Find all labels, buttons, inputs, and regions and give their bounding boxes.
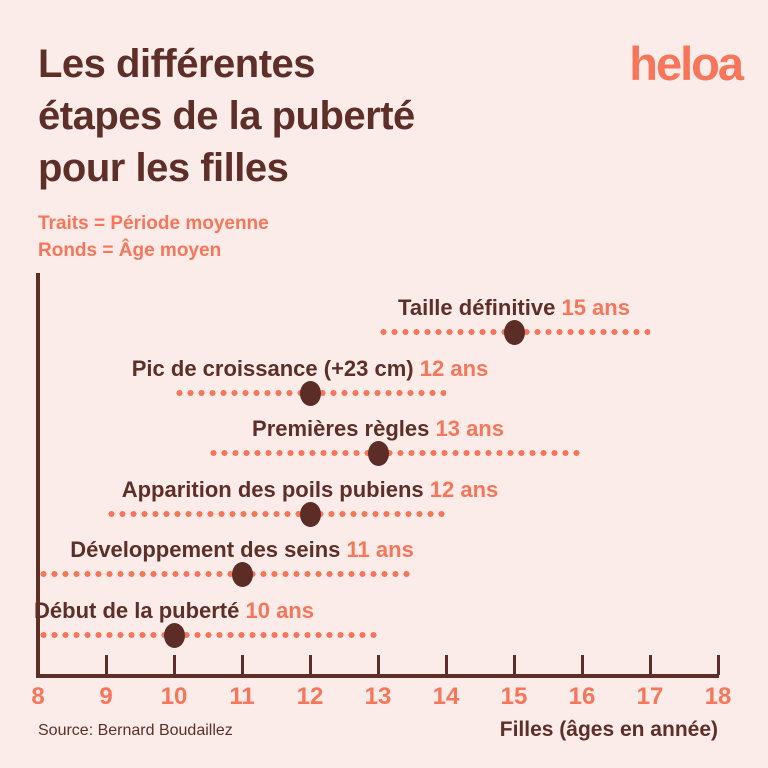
tick-label: 13 <box>364 683 392 710</box>
tick-label: 9 <box>99 683 113 710</box>
axis-tick <box>240 655 244 675</box>
mean-age-dot <box>163 622 185 648</box>
x-axis-line <box>36 674 719 678</box>
tick-label: 14 <box>432 683 460 710</box>
mean-age-dot <box>299 380 321 406</box>
axis-tick <box>512 655 516 675</box>
axis-tick <box>308 655 312 675</box>
stage-name: Début de la puberté <box>34 598 246 623</box>
period-line <box>208 450 582 456</box>
row-label: Développement des seins 11 ans <box>70 537 414 563</box>
tick-label: 10 <box>160 683 188 710</box>
axis-tick <box>444 655 448 675</box>
stage-name: Taille définitive <box>398 295 562 320</box>
tick-label: 11 <box>229 683 255 710</box>
legend-line-ronds: Ronds = Âge moyen <box>38 240 222 261</box>
tick-label: 17 <box>636 683 664 710</box>
mean-age-dot <box>231 561 253 587</box>
stage-age: 11 ans <box>346 537 414 562</box>
row-label: Taille définitive 15 ans <box>398 295 630 321</box>
tick-label: 18 <box>704 683 732 710</box>
heloa-logo: heloa <box>629 37 744 90</box>
axis-tick <box>172 655 176 675</box>
chart-legend: Traits = Période moyenne Ronds = Âge moy… <box>38 210 269 264</box>
mean-age-dot <box>299 501 321 527</box>
tick-label: 16 <box>568 683 596 710</box>
tick-label: 8 <box>31 683 45 710</box>
axis-tick <box>580 655 584 675</box>
period-line <box>106 511 446 517</box>
stage-name: Développement des seins <box>70 537 347 562</box>
axis-tick <box>716 655 720 675</box>
y-axis-line <box>36 273 40 678</box>
period-line <box>38 632 378 638</box>
page-title: Les différentes étapes de la puberté pou… <box>38 42 415 190</box>
tick-label: 12 <box>296 683 324 710</box>
stage-age: 12 ans <box>429 477 499 502</box>
stage-age: 10 ans <box>245 598 314 623</box>
legend-line-traits: Traits = Période moyenne <box>38 213 269 234</box>
row-label: Pic de croissance (+23 cm) 12 ans <box>132 356 489 382</box>
stage-age: 15 ans <box>561 295 630 320</box>
stage-age: 13 ans <box>435 416 504 441</box>
mean-age-dot <box>503 319 525 345</box>
period-line <box>38 571 412 577</box>
stage-age: 12 ans <box>419 356 489 381</box>
source-text: Source: Bernard Boudaillez <box>38 722 233 739</box>
x-axis-title: Filles (âges en année) <box>499 718 718 741</box>
row-label: Début de la puberté 10 ans <box>34 598 314 624</box>
stage-name: Apparition des poils pubiens <box>121 477 430 502</box>
axis-tick <box>648 655 652 675</box>
axis-tick <box>36 655 40 675</box>
row-label: Apparition des poils pubiens 12 ans <box>122 477 499 503</box>
row-label: Premières règles 13 ans <box>252 416 504 442</box>
mean-age-dot <box>367 440 389 466</box>
axis-tick <box>104 655 108 675</box>
axis-tick <box>376 655 380 675</box>
stage-name: Pic de croissance (+23 cm) <box>131 356 420 381</box>
stage-name: Premières règles <box>252 416 436 441</box>
tick-label: 15 <box>500 683 528 710</box>
